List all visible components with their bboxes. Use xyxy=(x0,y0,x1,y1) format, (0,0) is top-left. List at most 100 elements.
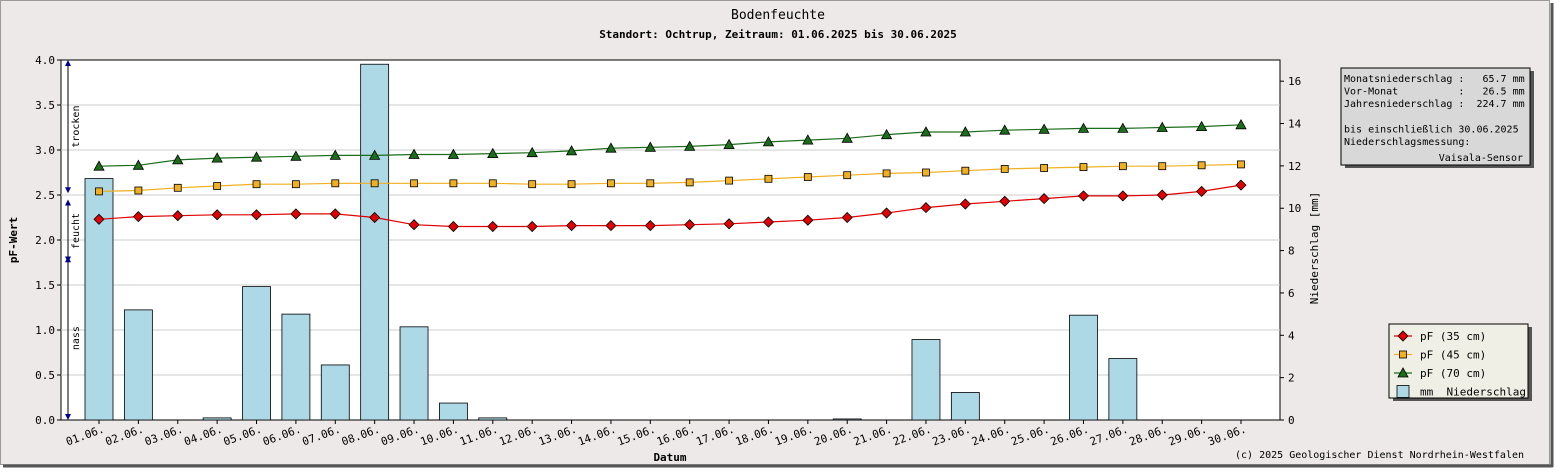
zone-label: nass xyxy=(71,326,82,350)
legend-marker xyxy=(1397,330,1409,342)
y-axis-label: pF-Wert xyxy=(7,217,20,263)
series-point xyxy=(685,178,694,187)
info-box-panel xyxy=(1340,67,1531,166)
series-point xyxy=(723,138,735,150)
y2-tick-label: 12 xyxy=(1288,160,1301,173)
y2-tick-label: 8 xyxy=(1288,245,1295,258)
y-axis-right: 0 2 4 6 8 10 12 14 16 xyxy=(1280,75,1302,427)
series-point xyxy=(329,208,341,220)
series-point xyxy=(1235,118,1247,130)
series-point xyxy=(1237,160,1245,169)
precipitation-bar xyxy=(1108,358,1138,421)
series-point xyxy=(605,142,617,153)
y-tick-label: 0.5 xyxy=(35,369,55,382)
series-point xyxy=(172,210,184,222)
y2-tick-label: 10 xyxy=(1288,202,1301,215)
series-point xyxy=(487,220,499,233)
series-point xyxy=(211,152,223,163)
series-point xyxy=(526,220,538,233)
series-point xyxy=(93,213,105,225)
series-point xyxy=(95,187,103,196)
series-line xyxy=(98,163,1242,192)
series-point xyxy=(565,145,578,156)
series-point xyxy=(368,149,381,160)
info-sensor-name: Vaisala-Sensor xyxy=(1439,153,1523,164)
y2-axis-label: Niederschlag [mm] xyxy=(1308,192,1321,305)
info-line: bis einschließlich 30.06.2025 xyxy=(1344,124,1519,135)
series-point xyxy=(1038,123,1050,134)
y-tick-label: 2.0 xyxy=(35,234,55,247)
y2-tick-label: 16 xyxy=(1288,75,1301,88)
precipitation-bar xyxy=(123,309,153,421)
series-point xyxy=(843,171,852,180)
series-point xyxy=(1117,190,1129,202)
series-point xyxy=(1158,162,1167,171)
info-line: Niederschlagsmessung: xyxy=(1344,137,1470,148)
legend-label: pF (45 cm) xyxy=(1420,349,1486,362)
zone-arrow-down xyxy=(65,414,71,420)
series-point xyxy=(93,160,105,171)
series-point xyxy=(881,207,893,219)
series-point xyxy=(408,148,420,159)
zone-label: feucht xyxy=(71,213,82,249)
series-point xyxy=(369,211,381,224)
series-point xyxy=(1077,190,1090,202)
info-line: Jahresniederschlag : 224.7 mm xyxy=(1344,99,1525,110)
y-tick-label: 3.5 xyxy=(35,99,55,112)
series-point xyxy=(1079,163,1088,172)
precipitation-bars xyxy=(84,63,1138,421)
precipitation-bar xyxy=(320,364,350,421)
series-point xyxy=(134,186,143,195)
series-point xyxy=(646,179,655,188)
series-point xyxy=(841,132,853,143)
series-point xyxy=(211,209,223,221)
series-point xyxy=(172,154,184,165)
precipitation-bar xyxy=(478,417,508,421)
precipitation-info-box: Monatsniederschlag : 65.7 mm Vor-Monat : … xyxy=(1340,67,1534,168)
zone-label: trocken xyxy=(71,106,82,148)
series-point xyxy=(487,147,499,159)
series-point xyxy=(882,169,891,178)
precipitation-bar xyxy=(911,339,941,421)
series-point xyxy=(961,166,970,175)
series-point xyxy=(290,208,302,220)
series-point xyxy=(684,219,696,231)
series-point xyxy=(1196,185,1208,197)
series-point xyxy=(329,149,341,160)
series-line xyxy=(98,184,1242,228)
series-point xyxy=(644,141,656,152)
series-point xyxy=(1118,162,1127,171)
precipitation-bar xyxy=(439,402,468,421)
y-tick-label: 2.5 xyxy=(35,189,55,202)
pf-series-lines xyxy=(93,118,1247,233)
y2-tick-label: 4 xyxy=(1288,329,1295,342)
zone-arrow-up xyxy=(65,256,71,263)
precipitation-bar xyxy=(281,313,311,421)
series-point xyxy=(291,180,300,189)
series-point xyxy=(1156,121,1168,132)
precipitation-bar xyxy=(1069,314,1098,421)
series-point xyxy=(565,220,578,232)
zone-arrow-up xyxy=(65,60,71,66)
series-point xyxy=(526,146,538,158)
series-point xyxy=(449,179,458,188)
y2-tick-label: 14 xyxy=(1288,118,1302,131)
series-point xyxy=(250,209,263,221)
zone-arrow-up xyxy=(65,199,71,206)
series-point xyxy=(173,183,182,192)
legend: pF (35 cm) pF (45 cm) pF (70 cm) mm Nieders… xyxy=(1388,323,1532,401)
series-point xyxy=(725,176,733,185)
series-point xyxy=(803,173,812,181)
series-point xyxy=(922,168,930,177)
legend-marker xyxy=(1397,367,1409,378)
series-point xyxy=(408,219,420,231)
series-point xyxy=(644,220,656,232)
series-point xyxy=(1000,164,1009,173)
series-point xyxy=(250,151,263,162)
copyright-text: (c) 2025 Geologischer Dienst Nordrhein-W… xyxy=(1235,450,1524,461)
series-point xyxy=(1195,120,1208,132)
series-point xyxy=(841,211,853,224)
series-point xyxy=(920,126,932,137)
y2-tick-label: 6 xyxy=(1288,287,1295,300)
chart-subtitle: Standort: Ochtrup, Zeitraum: 01.06.2025 … xyxy=(599,28,957,41)
